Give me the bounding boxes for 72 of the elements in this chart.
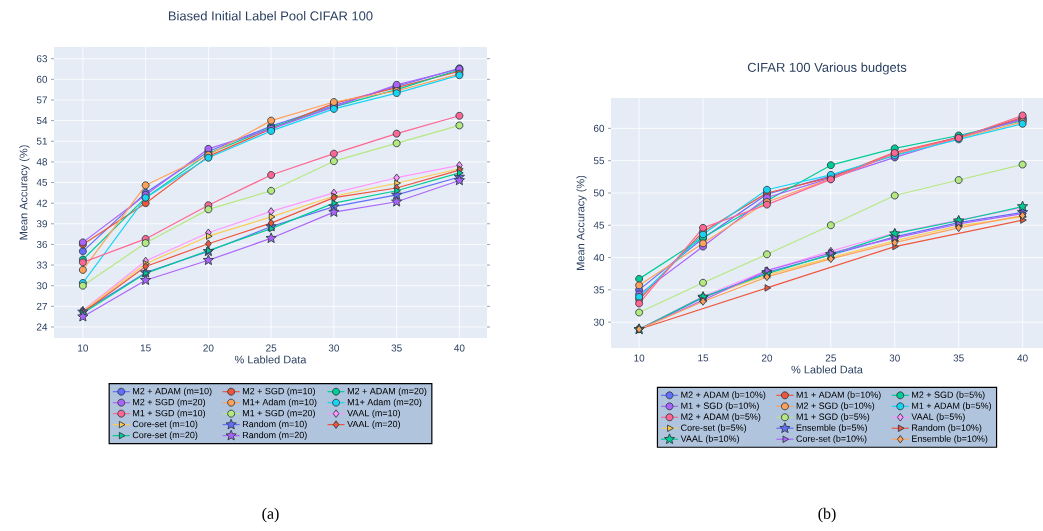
- text: (b): [818, 507, 836, 523]
- legend-label: M2 + ADAM (m=10): [133, 387, 212, 397]
- x-tick-label: 15: [140, 344, 151, 352]
- legend-label: VAAL (m=10): [347, 409, 400, 418]
- legend-label: M2 + SGD (b=5%): [912, 391, 985, 400]
- x-tick-label: 10: [78, 344, 89, 352]
- y-tick-label: 39: [36, 220, 48, 228]
- legend-label: Core-set (m=10): [132, 420, 198, 429]
- legend-label: Core-set (b=5%): [681, 424, 747, 433]
- x-tick-label: 15: [698, 354, 709, 362]
- legend-label: M1 + SGD (b=5%): [796, 413, 870, 422]
- legend-label: M2 + ADAM (b=10%): [681, 391, 766, 400]
- legend-label: M1 + ADAM (b=5%): [912, 402, 992, 411]
- x-tick-label: 25: [825, 354, 836, 362]
- y-tick-label: 27: [36, 302, 47, 310]
- legend-label: Random (m=10): [242, 420, 307, 429]
- x-tick-label: 40: [454, 344, 465, 352]
- legend-label: Ensemble (b=10%): [912, 435, 988, 444]
- legend-label: M1+ Adam (m=20): [347, 398, 422, 408]
- x-tick-label: 30: [889, 354, 900, 362]
- y-axis-title: Mean Accuracy (%): [576, 175, 587, 270]
- y-tick-label: 63: [36, 55, 48, 63]
- legend-label: M1 + SGD (m=10): [133, 409, 206, 418]
- y-tick-label: 60: [593, 124, 605, 132]
- y-tick-label: 51: [36, 137, 48, 145]
- legend-label: VAAL (m=20): [347, 420, 400, 429]
- y-tick-label: 30: [593, 318, 605, 326]
- y-tick-label: 54: [36, 117, 48, 125]
- y-tick-label: 48: [36, 158, 48, 166]
- legend-label: M2 + SGD (b=10%): [796, 402, 875, 411]
- y-tick-label: 55: [593, 157, 605, 165]
- y-tick-label: 35: [593, 286, 605, 294]
- legend-label: Ensemble (b=5%): [796, 424, 867, 433]
- legend-label: M2 + SGD (m=20): [133, 398, 206, 408]
- legend-label: M2 + ADAM (b=5%): [681, 413, 761, 422]
- x-tick-label: 35: [391, 344, 402, 352]
- legend-label: VAAL (b=5%): [911, 413, 965, 422]
- y-tick-label: 45: [593, 221, 605, 229]
- text: (a): [262, 507, 279, 523]
- legend-label: Random (m=20): [242, 431, 307, 440]
- x-tick-label: 20: [761, 354, 773, 362]
- y-tick-label: 50: [593, 189, 605, 197]
- legend-label: M2 + SGD (m=10): [242, 387, 315, 397]
- x-tick-label: 20: [203, 344, 214, 352]
- legend-label: M1 + SGD (b=10%): [681, 402, 759, 411]
- x-tick-label: 40: [1017, 354, 1028, 362]
- y-tick-label: 42: [36, 199, 47, 207]
- legend-label: VAAL (b=10%): [680, 435, 739, 444]
- x-tick-label: 10: [634, 354, 645, 362]
- legend-label: M2 + ADAM (m=20): [347, 387, 427, 397]
- y-tick-label: 45: [36, 179, 48, 186]
- legend-label: M1 + SGD (m=20): [242, 409, 315, 418]
- legend-label: Core-set (b=10%): [796, 435, 867, 444]
- legend-label: Random (b=10%): [912, 424, 982, 433]
- y-tick-label: 24: [36, 323, 48, 331]
- legend-label: Core-set (m=20): [132, 431, 198, 440]
- chart-title: CIFAR 100 Various budgets: [747, 62, 907, 75]
- y-tick-label: 57: [36, 96, 47, 104]
- y-tick-label: 60: [36, 75, 48, 83]
- chart-title: Biased Initial Label Pool CIFAR 100: [168, 10, 373, 21]
- legend-label: M1 + ADAM (b=10%): [796, 391, 881, 400]
- y-tick-label: 40: [593, 254, 605, 262]
- y-tick-label: 36: [36, 240, 48, 248]
- y-axis-title: Mean Accuracy (%): [19, 145, 30, 240]
- legend-label: M1+ Adam (m=10): [242, 398, 317, 408]
- x-axis-title: % Labled Data: [791, 365, 863, 374]
- x-tick-label: 25: [266, 344, 277, 352]
- y-tick-label: 33: [36, 261, 48, 269]
- x-tick-label: 35: [953, 354, 964, 362]
- x-axis-title: % Labled Data: [234, 355, 307, 364]
- x-tick-label: 30: [328, 344, 340, 352]
- y-tick-label: 30: [36, 282, 48, 290]
